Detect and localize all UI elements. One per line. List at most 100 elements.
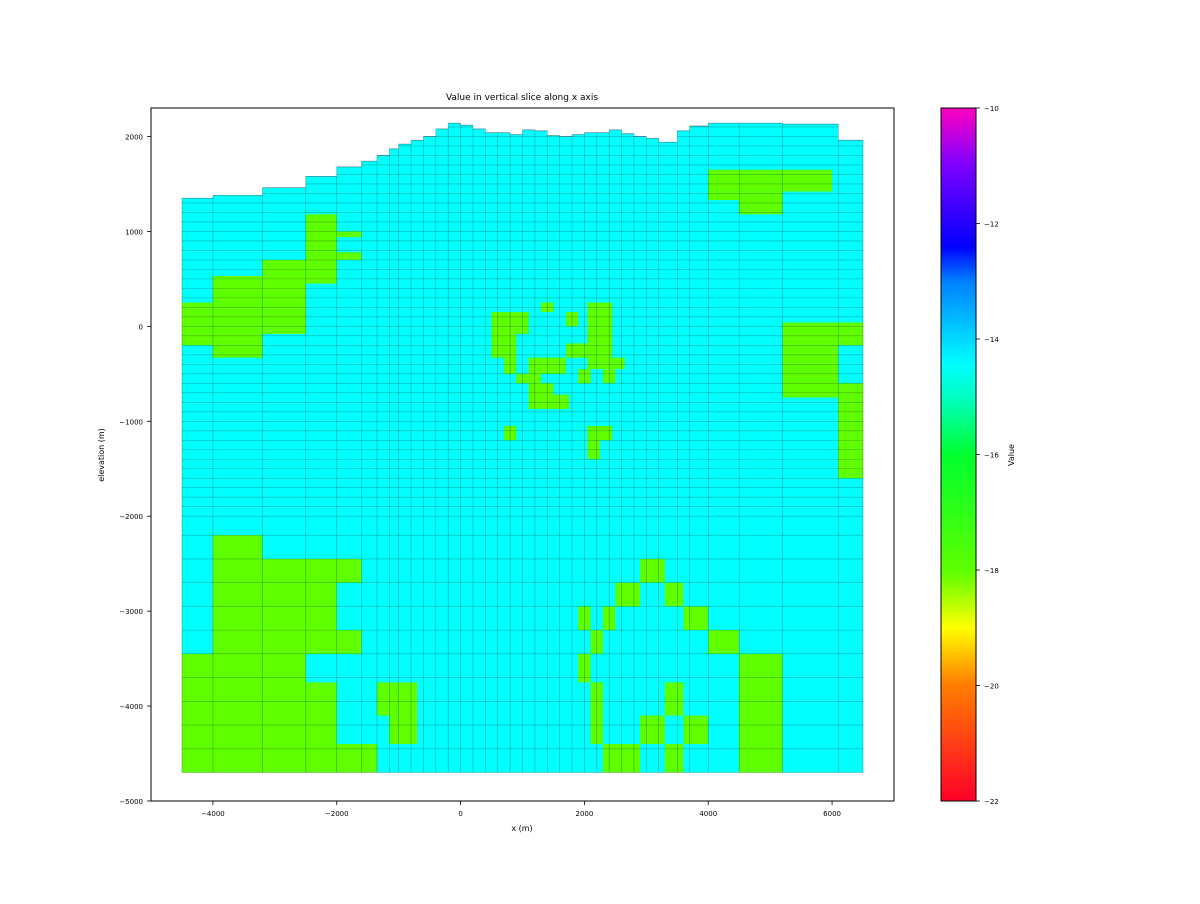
zone-cell — [336, 744, 377, 773]
y-tick-label: −5000 — [119, 798, 143, 806]
cell-column — [621, 133, 634, 773]
cell-column — [472, 128, 486, 773]
zone-cell — [516, 312, 529, 334]
zone-cell — [587, 426, 613, 441]
colorbar-label: Value — [1007, 444, 1016, 466]
cell-column — [460, 125, 473, 773]
colorbar-tick-label: −22 — [984, 798, 999, 806]
zone-cell — [305, 214, 337, 284]
zone-cell — [602, 744, 641, 773]
cell-column — [677, 130, 690, 773]
y-axis: 2000 1000 0 −1000 −2000 −3000 −4000 −5000 — [119, 133, 151, 806]
zone-cell — [683, 606, 709, 631]
zone-cell — [181, 653, 306, 773]
zone-cell — [664, 744, 684, 773]
zone-cell — [640, 558, 665, 583]
cell-column — [534, 130, 548, 773]
x-tick-label: −2000 — [325, 810, 349, 818]
zone-cell — [612, 357, 625, 370]
colorbar-tick-label: −18 — [984, 567, 999, 575]
cell-column — [376, 155, 390, 773]
zone-cell — [565, 312, 579, 327]
y-tick-label: −2000 — [119, 513, 143, 521]
zone-cell — [336, 630, 362, 654]
zone-cell — [615, 582, 641, 607]
zone-cell — [541, 302, 554, 313]
zone-cell — [578, 606, 591, 631]
zone-cell — [336, 252, 362, 260]
zone-cell — [528, 357, 566, 374]
zone-cell — [181, 302, 213, 346]
zone-cell — [212, 276, 263, 358]
zone-cell — [708, 191, 740, 201]
x-axis: −4000 −2000 0 2000 4000 6000 — [201, 801, 841, 818]
x-tick-label: 2000 — [576, 810, 594, 818]
zone-cell — [590, 682, 603, 745]
cell-column — [510, 134, 523, 773]
cell-column — [547, 135, 560, 773]
x-tick-label: −4000 — [201, 810, 225, 818]
zone-cell — [640, 715, 665, 745]
zone-cell — [503, 426, 517, 441]
colorbar-tick-label: −10 — [984, 105, 999, 113]
cell-column — [658, 142, 678, 773]
y-tick-label: −3000 — [119, 608, 143, 616]
colorbar-tick-label: −12 — [984, 221, 999, 229]
cell-column — [782, 124, 839, 773]
cell-column — [497, 132, 511, 773]
x-tick-label: 4000 — [699, 810, 717, 818]
zone-cell — [305, 682, 337, 773]
zone-cell — [528, 383, 554, 409]
cell-column — [389, 148, 399, 773]
colorbar-ticks: −10 −12 −14 −16 −18 −20 −22 — [976, 105, 999, 806]
zone-cell — [503, 357, 517, 374]
cell-column — [522, 129, 535, 773]
cell-column — [435, 128, 449, 773]
y-axis-label: elevation (m) — [97, 428, 106, 482]
zone-cell — [587, 440, 600, 460]
zone-cells — [181, 169, 864, 773]
zone-cell — [602, 369, 616, 384]
colorbar-tick-label: −14 — [984, 336, 999, 344]
chart-title: Value in vertical slice along x axis — [446, 93, 598, 103]
cell-column — [398, 144, 412, 773]
colorbar — [940, 107, 977, 802]
plot-frame — [150, 107, 895, 802]
cell-column — [633, 136, 647, 773]
zone-cell — [602, 606, 616, 631]
zone-cell — [587, 302, 613, 370]
zone-cell — [516, 373, 542, 384]
zone-cell — [553, 394, 569, 409]
y-tick-label: 0 — [139, 323, 143, 331]
zone-cell — [578, 369, 591, 384]
cell-column — [361, 161, 377, 773]
cell-column — [609, 129, 622, 773]
cell-gridlines — [181, 122, 864, 773]
zone-cell — [838, 383, 864, 479]
cell-column — [336, 166, 362, 773]
cell-column — [423, 136, 436, 773]
zone-cell — [782, 322, 839, 398]
cell-column — [689, 126, 709, 773]
zone-cell — [336, 558, 362, 583]
x-axis-label: x (m) — [511, 824, 532, 833]
zone-cell — [708, 630, 740, 654]
zone-cell — [336, 231, 362, 238]
cell-column — [559, 136, 573, 773]
zone-cell — [708, 169, 833, 192]
zone-cell — [590, 630, 603, 654]
zone-cell — [739, 653, 783, 773]
zone-cell — [664, 582, 684, 607]
zone-cell — [262, 259, 306, 334]
zone-cell — [739, 191, 783, 215]
zone-cell — [578, 653, 591, 683]
y-tick-label: −1000 — [119, 418, 143, 426]
colorbar-tick-label: −16 — [984, 452, 999, 460]
x-tick-label: 6000 — [823, 810, 841, 818]
y-tick-label: 1000 — [125, 228, 143, 236]
zone-cell — [664, 682, 684, 716]
zone-cell — [212, 558, 337, 654]
zone-cell — [389, 715, 418, 745]
